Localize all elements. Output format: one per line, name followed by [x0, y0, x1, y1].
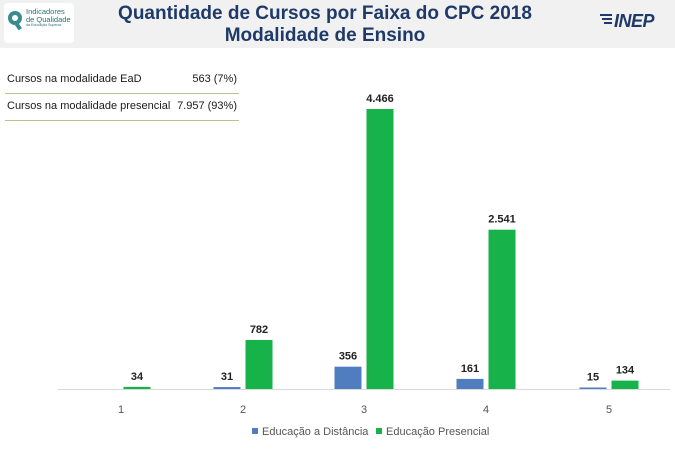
- bar-presencial-1: [123, 386, 151, 389]
- logo-text: Indicadores de Qualidade da Educação Sup…: [26, 8, 74, 28]
- bar-ead-2: [213, 387, 241, 389]
- x-tick-label-2: 2: [240, 404, 246, 416]
- summary-table: Cursos na modalidade EaD 563 (7%) Cursos…: [5, 67, 239, 121]
- data-label-ead-3: 356: [339, 351, 357, 363]
- legend-label-presencial: Educação Presencial: [386, 426, 489, 438]
- data-label-presencial-2: 782: [250, 324, 268, 336]
- summary-row-presencial: Cursos na modalidade presencial 7.957 (9…: [5, 94, 239, 121]
- bar-presencial-4: [488, 229, 516, 389]
- logo-line-3: da Educação Superior: [26, 23, 62, 27]
- data-label-ead-4: 161: [461, 363, 479, 375]
- logo-line-2: de Qualidade: [26, 14, 71, 24]
- bar-presencial-5: [611, 380, 639, 389]
- data-label-presencial-3: 4.466: [366, 93, 394, 105]
- x-tick-label-5: 5: [606, 404, 612, 416]
- bar-presencial-3: [366, 109, 394, 389]
- chart-title: Quantidade de Cursos por Faixa do CPC 20…: [118, 3, 532, 24]
- summary-value-ead: 563 (7%): [192, 73, 237, 85]
- logo-mark-icon: [8, 11, 22, 31]
- legend-swatch-ead: [252, 428, 258, 434]
- bar-ead-5: [579, 387, 607, 389]
- bar-ead-4: [456, 378, 484, 389]
- bar-ead-3: [334, 366, 362, 389]
- data-label-presencial-1: 34: [131, 371, 144, 383]
- summary-label-presencial: Cursos na modalidade presencial: [7, 100, 171, 112]
- x-tick-label-4: 4: [483, 404, 489, 416]
- summary-row-ead: Cursos na modalidade EaD 563 (7%): [5, 67, 239, 94]
- x-tick-label-1: 1: [118, 404, 124, 416]
- header-bar: Indicadores de Qualidade da Educação Sup…: [0, 0, 675, 48]
- inep-logo: INEP: [614, 11, 655, 31]
- data-label-ead-2: 31: [221, 371, 233, 383]
- indicadores-logo: Indicadores de Qualidade da Educação Sup…: [4, 3, 74, 43]
- legend-label-ead: Educação a Distância: [262, 426, 369, 438]
- inep-lines-icon: [600, 14, 612, 24]
- bar-presencial-2: [245, 339, 273, 389]
- data-label-ead-5: 15: [587, 372, 599, 384]
- chart-subtitle: Modalidade de Ensino: [224, 25, 426, 46]
- legend-swatch-presencial: [376, 428, 382, 434]
- x-tick-label-3: 3: [361, 404, 367, 416]
- summary-value-presencial: 7.957 (93%): [177, 100, 237, 112]
- data-label-presencial-4: 2.541: [488, 214, 516, 226]
- logo-line-1: Indicadores: [26, 7, 65, 16]
- data-label-presencial-5: 134: [616, 365, 635, 377]
- summary-label-ead: Cursos na modalidade EaD: [7, 73, 142, 85]
